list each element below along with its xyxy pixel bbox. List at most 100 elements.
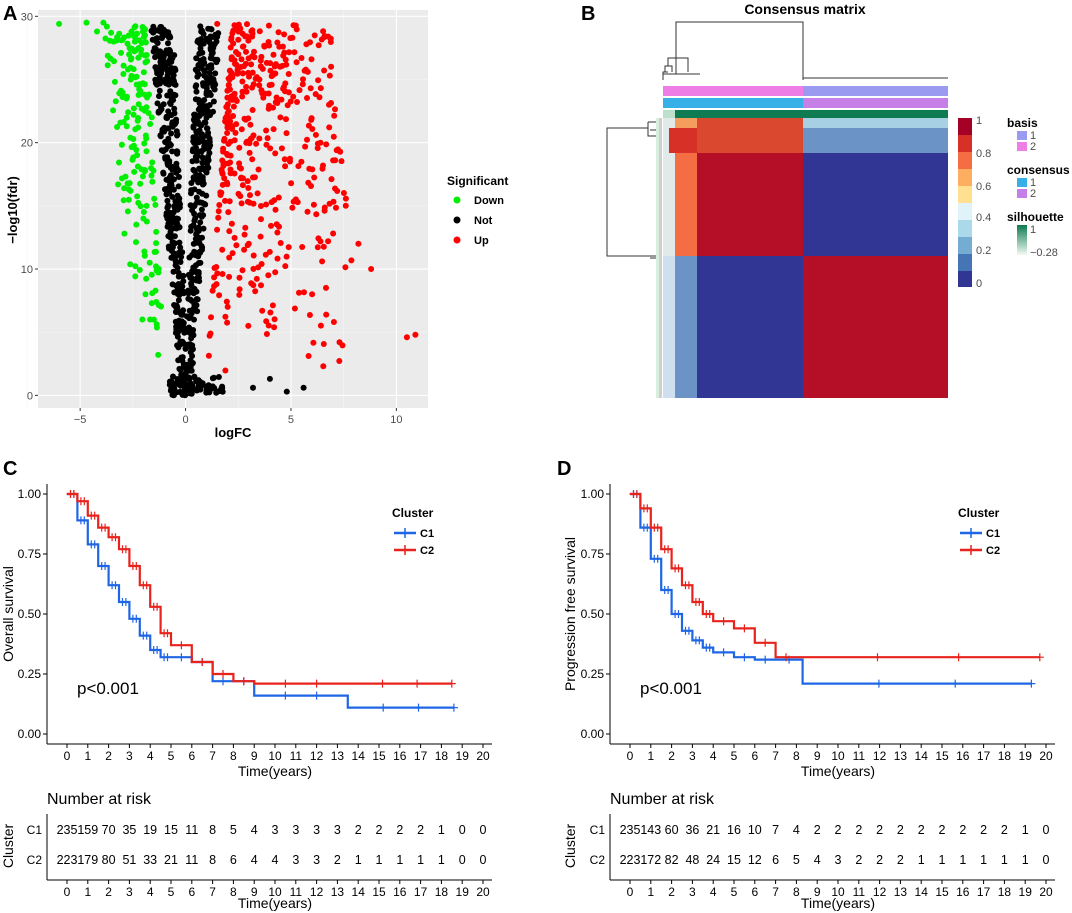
volcano-point-up xyxy=(310,201,317,208)
volcano-point-up xyxy=(255,166,262,173)
volcano-point-not xyxy=(198,206,205,213)
risk-count: 1 xyxy=(438,853,445,867)
km-censor-mark xyxy=(761,655,770,664)
volcano-point-not xyxy=(165,40,171,47)
volcano-point-down xyxy=(121,185,128,192)
km-x-tick-label: 6 xyxy=(751,749,758,763)
volcano-point-up xyxy=(323,311,330,318)
risk-x-tick-label: 4 xyxy=(710,885,717,899)
volcano-point-up xyxy=(265,22,272,29)
volcano-point-up xyxy=(403,334,410,341)
km-censor-mark xyxy=(684,626,693,635)
volcano-point-not xyxy=(172,205,178,212)
volcano-point-not xyxy=(204,125,211,132)
volcano-point-not xyxy=(179,249,186,256)
volcano-point-not xyxy=(171,105,178,112)
risk-count: 0 xyxy=(480,853,487,867)
volcano-point-up xyxy=(337,148,344,155)
volcano-point-not xyxy=(193,128,200,135)
colorbar-tick-0-8: 0.8 xyxy=(976,148,991,160)
risk-count: 2 xyxy=(835,823,842,837)
km-censor-mark xyxy=(449,703,458,712)
km-censor-mark xyxy=(719,617,728,626)
legend-down-marker xyxy=(453,196,461,204)
risk-count: 16 xyxy=(727,823,741,837)
volcano-point-up xyxy=(299,81,306,88)
volcano-point-not xyxy=(212,70,219,77)
volcano-point-down xyxy=(148,300,155,307)
volcano-point-up xyxy=(233,242,240,249)
km-censor-mark xyxy=(695,636,704,645)
volcano-point-up xyxy=(321,204,328,211)
risk-count: 15 xyxy=(727,853,741,867)
km-censor-mark xyxy=(873,653,882,662)
volcano-point-up xyxy=(311,174,318,181)
volcano-point-up xyxy=(311,32,318,39)
volcano-point-not xyxy=(167,233,173,240)
volcano-point-up xyxy=(239,70,246,77)
volcano-y-tick-label: 10 xyxy=(21,264,33,276)
volcano-point-up xyxy=(331,112,338,119)
risk-count: 1 xyxy=(417,853,424,867)
volcano-point-up xyxy=(285,244,292,251)
volcano-point-not xyxy=(202,119,209,126)
volcano-point-up xyxy=(320,28,327,35)
volcano-point-not xyxy=(193,171,200,178)
volcano-point-down xyxy=(129,156,136,163)
risk-count: 33 xyxy=(143,853,157,867)
volcano-point-up xyxy=(207,330,214,337)
volcano-point-up xyxy=(309,291,316,298)
risk-count: 1 xyxy=(438,823,445,837)
volcano-point-not xyxy=(169,281,176,288)
risk-count: 2 xyxy=(334,853,341,867)
volcano-point-not xyxy=(193,55,200,62)
risk-x-tick-label: 3 xyxy=(689,885,696,899)
km-x-tick-label: 9 xyxy=(814,749,821,763)
volcano-point-down xyxy=(123,123,130,130)
volcano-point-down xyxy=(120,197,127,204)
volcano-point-up xyxy=(273,94,280,101)
volcano-y-axis-title: −log10(fdr) xyxy=(5,176,20,244)
volcano-point-up xyxy=(282,88,288,95)
volcano-x-tick-label: 0 xyxy=(183,414,189,426)
risk-count: 24 xyxy=(706,853,720,867)
volcano-point-not xyxy=(198,102,205,109)
risk-x-tick-label: 9 xyxy=(251,885,258,899)
risk-count: 11 xyxy=(185,823,198,837)
volcano-point-not xyxy=(156,108,163,115)
volcano-point-up xyxy=(317,322,324,329)
legend-consensus-1: 1 xyxy=(1030,177,1036,189)
volcano-point-down xyxy=(153,228,160,235)
risk-count: 1 xyxy=(980,853,987,867)
volcano-point-up xyxy=(267,145,274,152)
km-d-risk-row-c2: 223 172 82 48 24 15 12 6 5 4 3 2 2 2 1 1 1 1 1 1 0 xyxy=(620,853,1050,867)
volcano-point-up xyxy=(340,190,347,196)
volcano-point-down xyxy=(125,109,132,116)
volcano-point-not xyxy=(172,318,179,325)
volcano-point-not xyxy=(173,164,180,171)
panel-label-b: B xyxy=(581,3,595,25)
volcano-point-up xyxy=(249,53,256,60)
volcano-point-down xyxy=(120,62,127,69)
volcano-point-down xyxy=(143,135,150,142)
volcano-point-down xyxy=(138,46,145,53)
volcano-point-up xyxy=(316,94,323,101)
volcano-y-tick-label: 30 xyxy=(21,11,33,23)
km-censor-mark xyxy=(874,679,883,688)
volcano-point-down xyxy=(120,71,127,77)
risk-x-tick-label: 14 xyxy=(915,885,929,899)
volcano-point-up xyxy=(254,190,261,197)
volcano-point-up xyxy=(270,51,277,58)
volcano-point-not xyxy=(170,72,177,79)
volcano-point-up xyxy=(226,198,233,205)
volcano-point-up xyxy=(261,43,268,50)
volcano-point-down xyxy=(108,29,115,36)
risk-x-tick-label: 19 xyxy=(1019,885,1033,899)
volcano-point-down xyxy=(126,180,133,187)
risk-x-tick-label: 4 xyxy=(147,885,154,899)
volcano-point-up xyxy=(325,238,332,245)
volcano-point-up xyxy=(291,305,298,312)
volcano-point-down xyxy=(133,221,140,228)
volcano-point-down xyxy=(104,52,111,59)
km-censor-mark xyxy=(684,581,693,590)
